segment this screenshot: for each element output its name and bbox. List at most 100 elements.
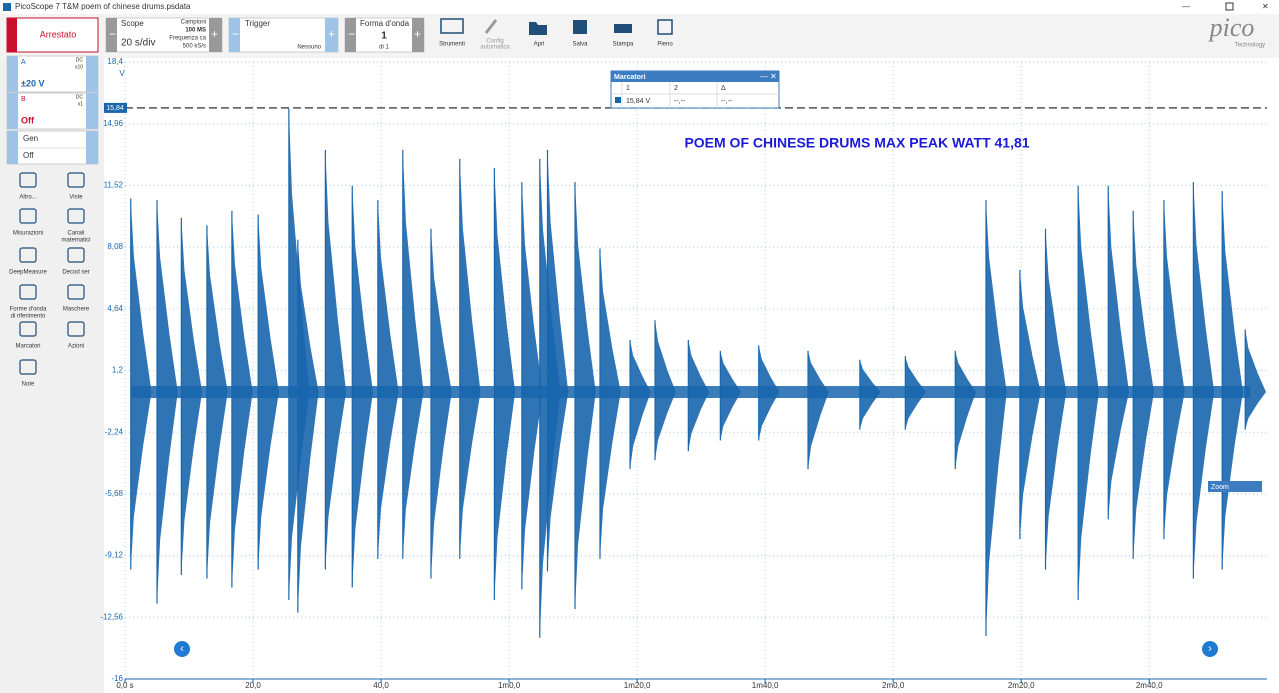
y-tick-label: 4,64 (107, 304, 123, 313)
burst (655, 320, 676, 461)
tool-label[interactable]: Azioni (68, 344, 84, 350)
run-button[interactable] (6, 17, 99, 53)
icon (440, 18, 464, 34)
waveform-minus[interactable] (345, 18, 356, 52)
tool-label[interactable]: DeepMeasure (9, 270, 47, 276)
tool-label[interactable]: Decod ser (62, 270, 89, 276)
plus-sign: + (211, 27, 218, 41)
tool-label[interactable]: Altro... (19, 195, 37, 201)
scroll-left[interactable] (174, 641, 190, 657)
trigger-label: Trigger (245, 19, 270, 28)
samples[interactable]: 100 MS (185, 28, 206, 34)
tool-label[interactable]: Stampa (613, 42, 634, 48)
tool-icon[interactable] (19, 172, 37, 188)
burst (720, 350, 742, 441)
y-tick-label: -16 (111, 674, 123, 683)
trigger-mode[interactable]: Nessuno (297, 45, 321, 51)
tool-label[interactable]: Pieno (657, 42, 673, 48)
column-header: Δ (721, 85, 726, 92)
channel-plus[interactable] (86, 56, 98, 92)
burst (206, 225, 228, 579)
window-title: PicoScope 7 T&M poem of chinese drums.ps… (15, 2, 191, 11)
tool-icon[interactable] (19, 247, 37, 263)
restore[interactable] (1225, 2, 1234, 11)
waveform-plus[interactable] (412, 18, 424, 52)
tool-icon[interactable] (19, 208, 37, 224)
tool-label[interactable]: Marcatori (15, 344, 40, 350)
y-tick-label: 1,2 (112, 366, 124, 375)
zoom-widget[interactable] (1208, 481, 1262, 492)
rate[interactable]: 500 kS/s (183, 44, 206, 50)
marker-label[interactable]: 15,84 (106, 105, 124, 112)
timebase[interactable]: 20 s/div (121, 38, 155, 49)
trigger-minus[interactable] (229, 18, 240, 52)
plus-sign: + (414, 27, 421, 41)
burst (630, 340, 651, 470)
tool-icon[interactable] (19, 359, 37, 375)
burst (1045, 228, 1067, 570)
tool-icon[interactable] (67, 247, 85, 263)
channel-range[interactable]: ±20 V (21, 78, 44, 88)
x-tick-label: 1m0,0 (498, 681, 521, 690)
minus-sign: − (232, 27, 239, 41)
tool-icon[interactable] (19, 321, 37, 337)
tool-label[interactable]: Maschere (63, 307, 90, 313)
tool-label[interactable]: Forme d'onda (10, 307, 47, 313)
burst (258, 214, 279, 570)
tool-icon[interactable] (67, 208, 85, 224)
burst (181, 218, 203, 575)
channel-range[interactable]: Off (23, 151, 34, 160)
tool-label[interactable]: Salva (572, 42, 588, 48)
burst (521, 182, 543, 590)
channel-probe: x1 (78, 101, 84, 107)
tool-label[interactable]: matematici (61, 238, 90, 244)
channel-box[interactable] (6, 92, 99, 130)
tool-label[interactable]: automatica (480, 45, 510, 51)
waveform-label: Forma d'onda (360, 19, 410, 28)
channel-minus[interactable] (7, 56, 18, 92)
tool-label[interactable]: Misurazioni (13, 231, 43, 237)
tool-icon[interactable] (67, 172, 85, 188)
burst (599, 248, 621, 559)
channel-plus[interactable] (86, 131, 98, 164)
cell: --,-- (674, 98, 686, 105)
channel-range[interactable]: Off (21, 115, 35, 125)
tool-label[interactable]: Viste (69, 195, 83, 201)
tool-label[interactable]: Strumenti (439, 42, 465, 48)
channel-coupling: DC (76, 94, 84, 100)
tool-icon[interactable] (19, 284, 37, 300)
tool-icon[interactable] (67, 284, 85, 300)
window-close[interactable]: ✕ (770, 72, 777, 81)
scroll-right[interactable] (1202, 641, 1218, 657)
plus-sign: + (328, 27, 335, 41)
tool-label[interactable]: Canali (67, 231, 84, 237)
burst (1163, 200, 1185, 540)
waveform-count: di 1 (379, 45, 389, 51)
tool-label[interactable]: di riferimento (11, 314, 46, 320)
scope-plus[interactable] (209, 18, 222, 52)
close[interactable]: ✕ (1262, 2, 1269, 11)
channel-plus[interactable] (86, 93, 98, 129)
burst (377, 200, 399, 559)
marker-tag (104, 102, 127, 113)
tool-icon[interactable] (67, 321, 85, 337)
burst (575, 182, 596, 610)
channel-minus[interactable] (7, 131, 18, 164)
tool-label[interactable]: Apri (534, 42, 545, 48)
samples-label: Campioni (181, 20, 206, 26)
y-tick-label: -2,24 (105, 427, 124, 436)
burst (985, 200, 1007, 636)
channel-coupling: DC (76, 57, 84, 63)
channel-minus[interactable] (7, 93, 18, 129)
waveform-index: 1 (381, 31, 387, 42)
arrow: › (1208, 643, 1212, 655)
trigger-plus[interactable] (325, 18, 338, 52)
y-unit: V (119, 69, 125, 78)
window-minimize[interactable]: — (760, 72, 768, 81)
scope-minus[interactable] (106, 18, 117, 52)
tool-label[interactable]: Config (486, 39, 503, 45)
tool-label[interactable]: Note (22, 382, 35, 388)
minimize[interactable]: — (1182, 2, 1190, 11)
logo-sub: Technology (1235, 43, 1265, 49)
